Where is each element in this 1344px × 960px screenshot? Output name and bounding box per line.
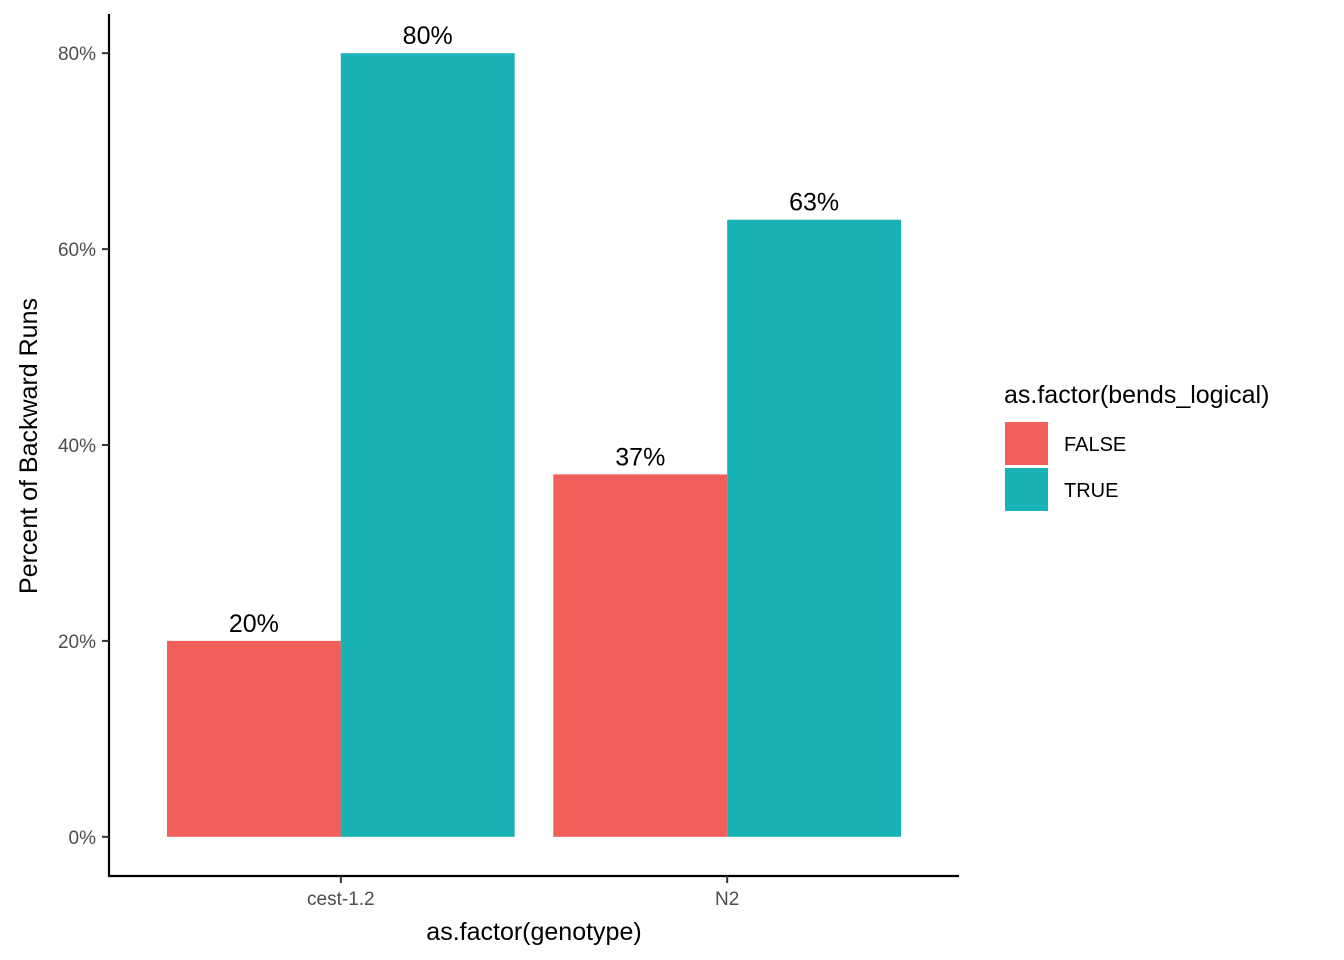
y-ticks-group: 0% 20% 40% 60% 80% — [58, 44, 109, 849]
x-ticks-group: cest-1.2 N2 — [307, 876, 739, 910]
bar-true-n2 — [727, 219, 902, 837]
legend-title: as.factor(bends_logical) — [1004, 381, 1269, 409]
x-tick-label: N2 — [715, 889, 739, 910]
legend-key-true — [1005, 468, 1048, 511]
legend: as.factor(bends_logical) FALSE TRUE — [1004, 381, 1269, 511]
bar-value-label: 20% — [229, 610, 279, 638]
y-tick-label: 20% — [58, 632, 96, 653]
y-axis-title: Percent of Backward Runs — [15, 298, 43, 594]
bar-false-n2 — [553, 474, 728, 837]
bars-group — [167, 53, 902, 837]
bar-value-label: 63% — [789, 189, 839, 217]
bar-true-cest-1-2 — [340, 53, 515, 837]
legend-label-false: FALSE — [1064, 434, 1126, 456]
y-tick-label: 80% — [58, 44, 96, 65]
legend-label-true: TRUE — [1064, 480, 1118, 502]
y-tick-label: 40% — [58, 436, 96, 457]
bar-value-label: 37% — [615, 443, 665, 471]
bar-false-cest-1-2 — [167, 640, 341, 837]
y-tick-label: 0% — [69, 828, 97, 849]
bar-labels-group: 20% 80% 37% 63% — [229, 22, 839, 638]
bar-value-label: 80% — [403, 22, 453, 50]
x-axis-title: as.factor(genotype) — [426, 918, 641, 946]
y-tick-label: 60% — [58, 240, 96, 261]
legend-key-false — [1005, 422, 1048, 465]
x-tick-label: cest-1.2 — [307, 889, 375, 910]
